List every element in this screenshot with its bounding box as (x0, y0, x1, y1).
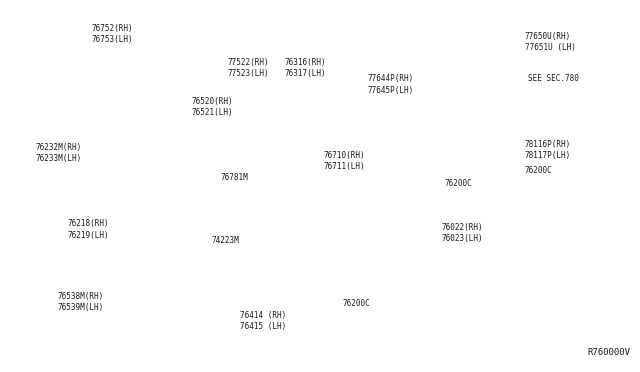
Text: 78116P(RH)
78117P(LH): 78116P(RH) 78117P(LH) (525, 140, 571, 160)
Text: R760000V: R760000V (588, 348, 630, 357)
Text: 76538M(RH)
76539M(LH): 76538M(RH) 76539M(LH) (58, 292, 104, 312)
Text: 76218(RH)
76219(LH): 76218(RH) 76219(LH) (67, 219, 109, 240)
Text: 76200C: 76200C (342, 299, 370, 308)
Text: 76022(RH)
76023(LH): 76022(RH) 76023(LH) (442, 223, 483, 243)
Text: 76232M(RH)
76233M(LH): 76232M(RH) 76233M(LH) (35, 143, 81, 163)
Text: 76200C: 76200C (525, 166, 552, 174)
Text: 76200C: 76200C (445, 179, 472, 187)
Text: 77644P(RH)
77645P(LH): 77644P(RH) 77645P(LH) (368, 74, 414, 94)
Text: 74223M: 74223M (211, 236, 239, 245)
Text: 76752(RH)
76753(LH): 76752(RH) 76753(LH) (91, 24, 133, 44)
Text: 76316(RH)
76317(LH): 76316(RH) 76317(LH) (285, 58, 326, 78)
Text: 76710(RH)
76711(LH): 76710(RH) 76711(LH) (323, 151, 365, 171)
Text: SEE SEC.780: SEE SEC.780 (528, 74, 579, 83)
Text: 76781M: 76781M (221, 173, 248, 182)
Text: 77650U(RH)
77651U (LH): 77650U(RH) 77651U (LH) (525, 32, 575, 52)
Text: 76520(RH)
76521(LH): 76520(RH) 76521(LH) (192, 97, 234, 117)
Text: 76414 (RH)
76415 (LH): 76414 (RH) 76415 (LH) (240, 311, 286, 331)
Text: 77522(RH)
77523(LH): 77522(RH) 77523(LH) (227, 58, 269, 78)
